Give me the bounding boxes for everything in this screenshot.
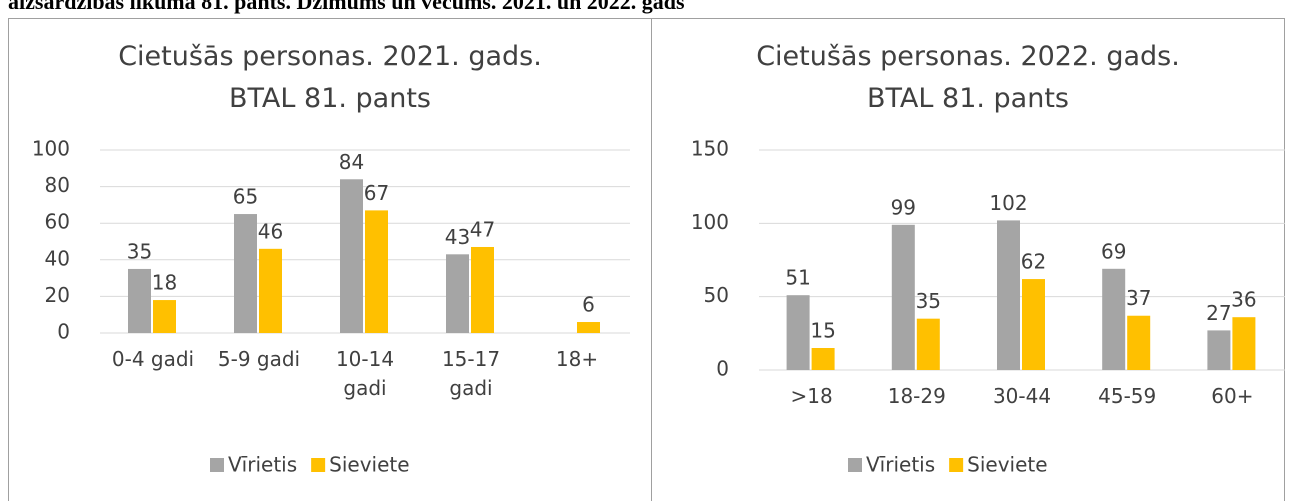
legend-swatch <box>848 458 862 472</box>
frame-right <box>651 18 1285 501</box>
data-label: 65 <box>233 185 258 209</box>
bar <box>153 300 176 333</box>
bar <box>1232 317 1256 370</box>
chart-title: Cietušās personas. 2022. gads. BTAL 81. … <box>756 41 1180 114</box>
data-label: 84 <box>339 150 364 174</box>
data-label: 37 <box>1126 286 1151 310</box>
bar <box>1207 330 1231 370</box>
bar <box>365 210 388 333</box>
bar <box>891 224 915 370</box>
x-tick-label: 10-14 gadi <box>335 347 395 400</box>
chart-title: Cietušās personas. 2021. gads. BTAL 81. … <box>118 41 542 114</box>
x-tick-label: 5-9 gadi <box>217 347 301 371</box>
data-label: 62 <box>1021 250 1046 274</box>
bar <box>1102 268 1126 370</box>
y-tick-label: 40 <box>45 246 70 270</box>
x-tick-label: 0-4 gadi <box>111 347 195 371</box>
x-tick-label: 18+ <box>555 347 599 371</box>
y-tick-label: 50 <box>704 283 729 307</box>
legend-label: Sieviete <box>967 453 1047 477</box>
y-tick-label: 60 <box>45 210 70 234</box>
x-tick-label: 30-44 <box>992 384 1052 408</box>
bar <box>811 348 835 370</box>
legend-swatch <box>311 458 326 472</box>
bar <box>786 295 810 370</box>
bar <box>997 220 1020 370</box>
y-tick-label: 100 <box>691 210 729 234</box>
data-label: 36 <box>1231 288 1256 312</box>
bar <box>234 214 257 333</box>
y-tick-label: 100 <box>32 137 70 161</box>
bar <box>577 322 600 333</box>
bar <box>1127 315 1151 370</box>
legend-label: Vīrietis <box>866 453 935 477</box>
x-tick-label: 18-29 <box>887 384 946 408</box>
x-tick-label: 15-17 gadi <box>441 347 501 400</box>
chart-panel: 0 20 40 60 80 100 35 18 65 46 84 67 43 47 6 Vīrietis Sie… <box>8 18 652 501</box>
bar <box>446 254 469 333</box>
y-tick-label: 80 <box>45 173 70 197</box>
data-label: 67 <box>364 181 389 205</box>
x-tick-label: 60+ <box>1211 384 1254 408</box>
heading: aizsardzības likuma 81. pants. Dzimums u… <box>8 0 685 14</box>
x-tick-label: 45-59 <box>1098 384 1157 408</box>
data-label: 27 <box>1206 301 1231 325</box>
data-label: 18 <box>152 271 177 295</box>
data-label: 46 <box>258 219 283 243</box>
data-label: 102 <box>989 191 1027 215</box>
legend-swatch <box>210 458 224 472</box>
data-label: 35 <box>916 289 941 313</box>
data-label: 6 <box>582 293 595 317</box>
legend-label: Vīrietis <box>228 453 297 477</box>
data-label: 47 <box>470 217 495 241</box>
data-label: 69 <box>1101 239 1126 263</box>
y-tick-label: 0 <box>716 357 729 381</box>
y-tick-label: 0 <box>57 320 70 344</box>
bar <box>340 179 363 333</box>
y-tick-label: 20 <box>45 283 70 307</box>
bar <box>471 246 494 333</box>
bar <box>916 318 940 370</box>
data-label: 99 <box>891 195 916 219</box>
data-label: 15 <box>810 319 835 343</box>
data-label: 35 <box>127 239 152 263</box>
data-label: 43 <box>445 225 470 249</box>
bar <box>259 248 282 333</box>
bar <box>128 268 151 333</box>
bar <box>1022 279 1045 370</box>
chart-panel: 0 50 100 150 51 15 99 35 102 62 69 37 27 36 Vīrietis Si… <box>651 18 1285 501</box>
data-label: 51 <box>785 266 810 290</box>
legend-swatch <box>949 458 964 472</box>
legend-label: Sieviete <box>329 453 409 477</box>
y-tick-label: 150 <box>691 137 729 161</box>
x-tick-label: >18 <box>790 384 833 408</box>
